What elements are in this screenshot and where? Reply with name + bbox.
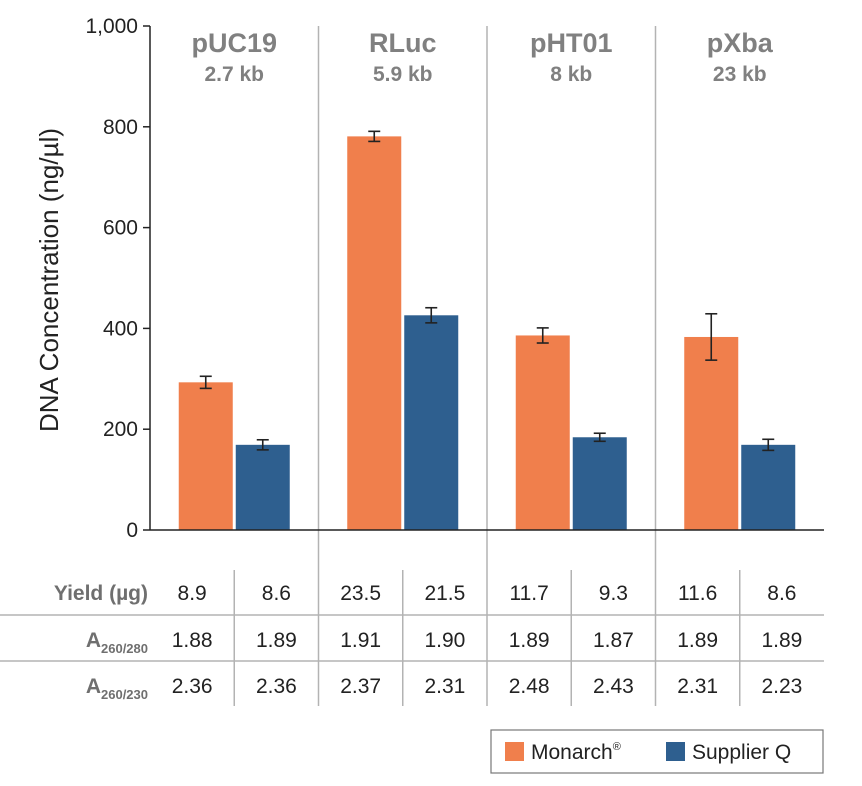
table-cell: 2.37: [340, 675, 381, 698]
category-name: pUC19: [191, 28, 277, 58]
data-table: Yield (µg) 8.9 8.6 23.5 21.5 11.7 9.3 11.6 8.6 A2…: [0, 570, 824, 706]
table-cell: 21.5: [424, 582, 465, 605]
table-cell: 2.31: [677, 675, 718, 698]
y-tick-label: 1,000: [85, 15, 138, 38]
y-tick-label: 200: [103, 418, 138, 441]
legend-swatch: [505, 742, 524, 761]
table-cell: 2.43: [593, 675, 634, 698]
table-cell: 2.36: [256, 675, 297, 698]
table-cell: 1.91: [340, 629, 381, 652]
table-cell: 8.9: [178, 582, 207, 605]
category-size: 8 kb: [550, 63, 592, 86]
table-cell: 11.7: [509, 582, 548, 605]
table-cell: 11.6: [678, 582, 717, 605]
category-size: 2.7 kb: [204, 63, 264, 86]
bar-supplier-q: [572, 437, 627, 530]
category-size: 5.9 kb: [373, 63, 433, 86]
axis-layer: 0 200 400 600 800 1,000 DNA Concentration (ng/…: [34, 15, 824, 542]
category-name: pHT01: [530, 28, 613, 58]
bar-supplier-q: [235, 444, 290, 530]
bar-supplier-q: [404, 315, 459, 530]
table-cell: 1.89: [256, 629, 297, 652]
table-cell: 23.5: [340, 582, 381, 605]
bar-monarch: [684, 336, 739, 530]
table-row-label: A260/280: [86, 629, 148, 656]
table-row-label: A260/230: [86, 675, 148, 702]
table-cell: 8.6: [767, 582, 796, 605]
table-cell: 1.90: [424, 629, 465, 652]
legend-label: Supplier Q: [692, 741, 791, 764]
y-tick-label: 600: [103, 217, 138, 240]
y-axis-label: DNA Concentration (ng/µl): [34, 128, 64, 432]
table-cell: 1.89: [677, 629, 718, 652]
category-name: pXba: [707, 28, 774, 58]
table-cell: 1.89: [509, 629, 550, 652]
table-cell: 1.88: [172, 629, 213, 652]
table-cell: 1.89: [761, 629, 802, 652]
y-tick-label: 800: [103, 116, 138, 139]
table-cell: 1.87: [593, 629, 634, 652]
bar-supplier-q: [741, 444, 796, 530]
y-tick-label: 0: [126, 519, 138, 542]
bar-monarch: [347, 136, 402, 530]
legend-swatch: [666, 742, 685, 761]
table-cell: 9.3: [599, 582, 628, 605]
category-labels-layer: pUC19 2.7 kb RLuc 5.9 kb pHT01 8 kb pXba 23 kb: [191, 28, 773, 86]
bars-layer: [178, 130, 796, 530]
table-cell: 2.48: [509, 675, 550, 698]
bar-monarch: [178, 382, 233, 530]
legend-label: Monarch®: [531, 741, 621, 764]
bar-monarch: [515, 335, 570, 530]
category-size: 23 kb: [713, 63, 767, 86]
table-cell: 2.36: [172, 675, 213, 698]
table-row-label: Yield (µg): [54, 582, 148, 605]
table-cell: 2.31: [424, 675, 465, 698]
category-name: RLuc: [369, 28, 437, 58]
y-tick-label: 400: [103, 317, 138, 340]
table-cell: 2.23: [761, 675, 802, 698]
legend-box: [490, 729, 824, 774]
separator-layer: [317, 26, 657, 706]
legend: Monarch® Supplier Q: [490, 729, 824, 774]
table-cell: 8.6: [262, 582, 291, 605]
